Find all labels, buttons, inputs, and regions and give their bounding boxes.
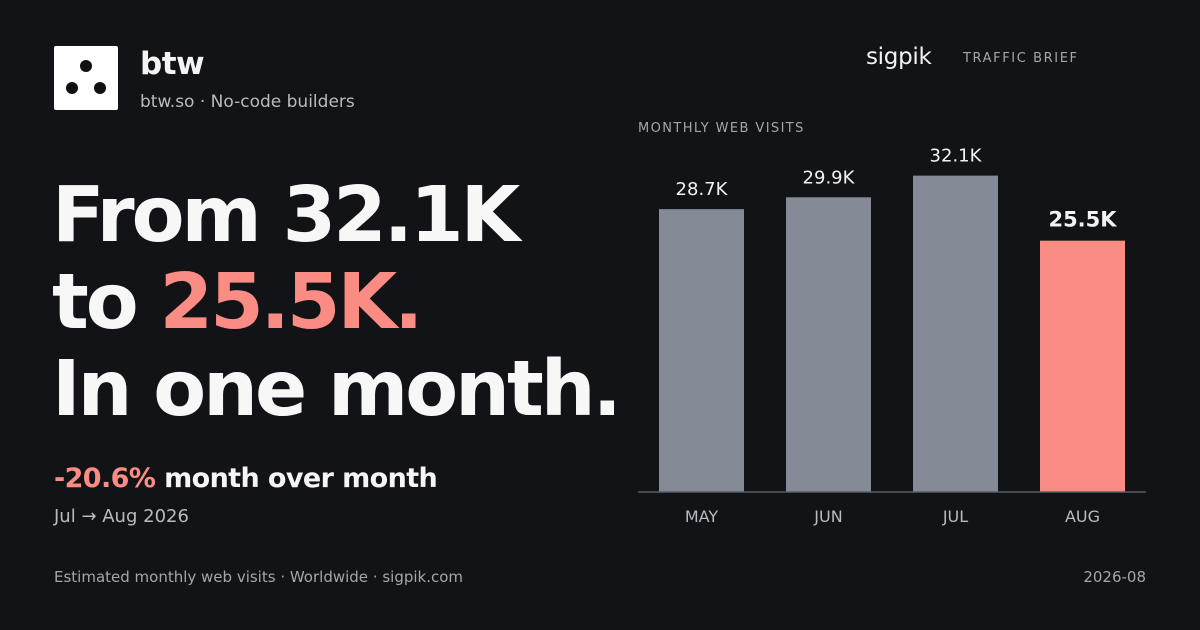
footer-source: Estimated monthly web visits · Worldwide… (54, 568, 464, 586)
brand-logo (54, 46, 118, 110)
brief-label: TRAFFIC BRIEF (963, 51, 1079, 66)
headline-line-2: to 25.5K. (52, 259, 619, 346)
x-tick-label: JUN (813, 507, 842, 526)
bar-jun (786, 197, 871, 493)
change-text: month over month (155, 463, 438, 494)
x-tick-label: JUL (942, 507, 968, 526)
chart-title: MONTHLY WEB VISITS (638, 121, 805, 136)
brand-subtitle: btw.so · No-code builders (140, 92, 355, 112)
change-percent: -20.6% (54, 463, 156, 494)
bar-value-label: 29.9K (803, 167, 856, 188)
brand-name: btw (140, 46, 205, 82)
bar-value-label: 25.5K (1048, 208, 1117, 232)
headline-line-2-prefix: to (52, 258, 160, 347)
bar-may (659, 209, 744, 493)
change-summary: -20.6% month over month (54, 463, 438, 494)
bar-value-label: 28.7K (676, 179, 729, 200)
headline-line-3: In one month. (52, 345, 622, 434)
logo-dot (66, 82, 78, 94)
bar-value-label: 32.1K (930, 146, 983, 167)
publisher-name: sigpik (866, 44, 932, 70)
headline-line-1: From 32.1K (52, 171, 520, 260)
headline-accent-value: 25.5K. (159, 258, 424, 347)
logo-dot (94, 82, 106, 94)
bar-jul (913, 175, 998, 492)
x-tick-label: AUG (1065, 507, 1100, 526)
x-tick-label: MAY (685, 507, 719, 526)
headline: From 32.1K to 25.5K. In one month. (52, 171, 622, 434)
change-period: Jul → Aug 2026 (54, 506, 189, 527)
logo-dot (80, 60, 92, 72)
bar-aug (1040, 240, 1125, 492)
footer-date: 2026-08 (1083, 568, 1146, 586)
